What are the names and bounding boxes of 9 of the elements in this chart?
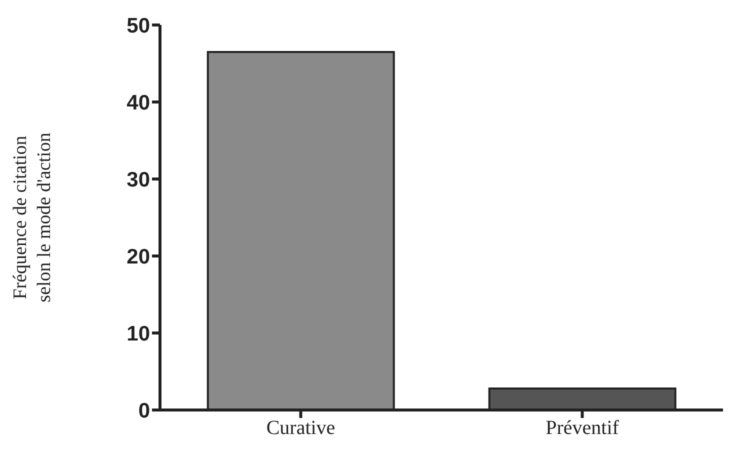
y-axis-title: Fréquence de citation selon le mode d'action [10,132,55,302]
y-tick-label: 0 [138,399,150,422]
y-tick-label: 30 [126,168,150,192]
x-tick-label: Préventif [546,417,620,440]
y-tick-label: 10 [126,322,150,346]
x-tick-label: Curative [266,417,336,440]
y-tick-label: 40 [126,91,150,114]
y-tick-label: 50 [126,14,150,38]
y-tick-label: 20 [126,245,150,268]
